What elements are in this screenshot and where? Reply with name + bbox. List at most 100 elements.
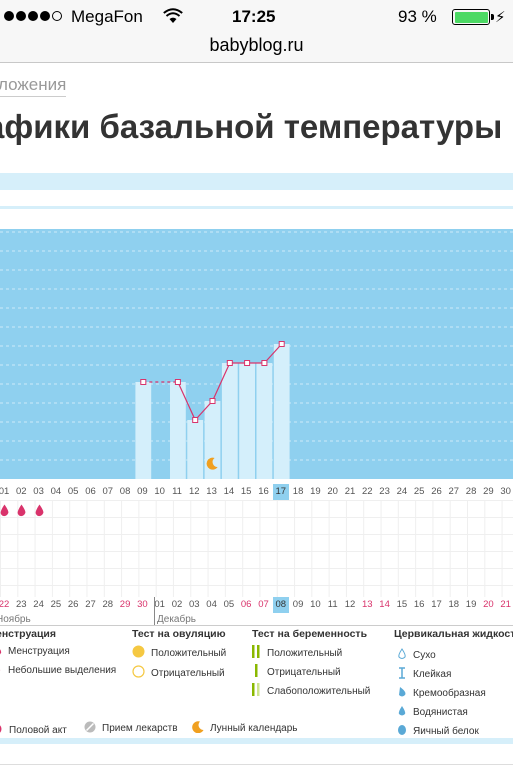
chart-bar [187, 420, 204, 479]
legend-cervical-sticky: Клейкая [397, 667, 451, 682]
day-tick[interactable]: 20 [327, 486, 338, 497]
day-tick[interactable]: 22 [362, 486, 373, 497]
symptom-grid[interactable] [0, 500, 513, 597]
date-tick[interactable]: 24 [33, 599, 44, 610]
date-tick[interactable]: 27 [85, 599, 96, 610]
date-tick[interactable]: 25 [50, 599, 62, 610]
date-tick[interactable]: 15 [396, 599, 408, 610]
legend-pregnancy-positive: Положительный [252, 645, 342, 661]
date-tick[interactable]: 19 [465, 599, 477, 610]
date-axis-bottom: 22 23 24 25 26 27 28 29 30 01 02 03 04 05 06 07 08 09 10 11… [0, 597, 513, 613]
legend-light-discharge-label: Небольшие выделения [8, 665, 117, 676]
date-tick[interactable]: 01 [154, 599, 165, 610]
menstruation-drop-icon [17, 504, 26, 517]
month-label-december: Декабрь [157, 614, 196, 625]
chart-point [209, 398, 216, 404]
date-tick[interactable]: 07 [258, 599, 269, 610]
carrier-name: MegaFon [71, 7, 143, 26]
date-tick[interactable]: 04 [206, 599, 217, 610]
day-tick[interactable]: 28 [465, 486, 477, 497]
day-tick[interactable]: 27 [448, 486, 460, 497]
day-tick[interactable]: 14 [223, 486, 235, 497]
legend-medication-label: Прием лекарств [102, 723, 178, 734]
legend-pregnancy-negative: Отрицательный [252, 664, 341, 680]
date-tick[interactable]: 13 [362, 599, 373, 610]
day-tick[interactable]: 30 [500, 486, 511, 497]
date-tick[interactable]: 02 [171, 599, 183, 610]
date-tick[interactable]: 05 [223, 599, 235, 610]
day-tick[interactable]: 17 [272, 484, 289, 500]
legend-menstruation: Менструация [0, 645, 70, 658]
day-tick[interactable]: 03 [33, 486, 44, 497]
date-tick[interactable]: 08 [272, 597, 289, 613]
day-tick[interactable]: 11 [172, 486, 182, 497]
day-tick[interactable]: 18 [292, 486, 304, 497]
wifi-icon [163, 8, 183, 29]
divider-band [0, 206, 513, 209]
chart-bar [256, 363, 273, 479]
day-axis-top: 01 02 03 04 05 06 07 08 09 10 11 12 13 14 15 16 17 18 19 20… [0, 484, 513, 500]
day-tick[interactable]: 15 [240, 486, 252, 497]
day-tick[interactable]: 19 [310, 486, 321, 497]
double-bar-icon [252, 645, 261, 661]
date-tick[interactable]: 18 [448, 599, 460, 610]
address-bar[interactable]: babyblog.ru [0, 33, 513, 63]
day-tick[interactable]: 16 [258, 486, 269, 497]
date-tick[interactable]: 09 [292, 599, 304, 610]
bbt-chart[interactable] [0, 229, 513, 479]
chart-bar [221, 363, 238, 479]
day-tick[interactable]: 04 [50, 486, 62, 497]
chart-point [261, 360, 268, 366]
menstruation-drop-icon [35, 504, 44, 517]
legend-intercourse: Половой акт [0, 723, 67, 738]
pill-icon [84, 721, 96, 736]
clock: 17:25 [232, 7, 276, 26]
day-tick[interactable]: 10 [154, 486, 165, 497]
date-tick[interactable]: 14 [379, 599, 390, 610]
day-tick[interactable]: 02 [16, 486, 27, 497]
date-tick[interactable]: 21 [500, 599, 511, 610]
day-tick[interactable]: 21 [344, 486, 356, 497]
date-tick[interactable]: 11 [327, 599, 338, 610]
date-tick[interactable]: 28 [102, 599, 114, 610]
date-tick[interactable]: 30 [137, 599, 148, 610]
date-tick[interactable]: 03 [189, 599, 200, 610]
month-divider [154, 597, 155, 625]
day-tick[interactable]: 13 [206, 486, 217, 497]
charging-icon: ⚡ [495, 9, 506, 26]
day-tick[interactable]: 24 [396, 486, 408, 497]
day-tick[interactable]: 29 [483, 486, 494, 497]
sun-filled-icon [132, 645, 145, 661]
date-tick[interactable]: 29 [119, 599, 131, 610]
creamy-drop-icon [397, 686, 407, 701]
day-tick[interactable]: 05 [67, 486, 79, 497]
moon-icon [206, 457, 218, 470]
day-tick[interactable]: 26 [431, 486, 442, 497]
date-tick[interactable]: 26 [67, 599, 79, 610]
date-tick[interactable]: 22 [0, 599, 10, 610]
date-tick[interactable]: 23 [16, 599, 27, 610]
date-tick[interactable]: 06 [240, 599, 252, 610]
legend-ovulation-positive-label: Положительный [151, 647, 227, 659]
day-tick[interactable]: 08 [119, 486, 131, 497]
day-tick[interactable]: 07 [102, 486, 114, 497]
day-tick[interactable]: 25 [413, 486, 425, 497]
legend-ovulation-negative: Отрицательный [132, 665, 225, 681]
date-tick[interactable]: 16 [413, 599, 425, 610]
signal-strength-icon [4, 11, 62, 21]
moon-icon [192, 721, 204, 736]
url-text: babyblog.ru [209, 35, 304, 55]
day-tick[interactable]: 06 [85, 486, 96, 497]
date-tick[interactable]: 17 [431, 599, 442, 610]
date-tick[interactable]: 10 [310, 599, 321, 610]
day-tick[interactable]: 09 [137, 486, 148, 497]
breadcrumb[interactable]: ложения [0, 75, 67, 97]
date-tick[interactable]: 12 [344, 599, 356, 610]
menstruation-drop-icon [0, 504, 9, 517]
date-tick[interactable]: 20 [483, 599, 494, 610]
battery-percent: 93 % [398, 7, 437, 26]
day-tick[interactable]: 12 [189, 486, 200, 497]
drop-outline-icon [397, 648, 407, 663]
day-tick[interactable]: 23 [379, 486, 390, 497]
day-tick[interactable]: 01 [0, 486, 10, 497]
